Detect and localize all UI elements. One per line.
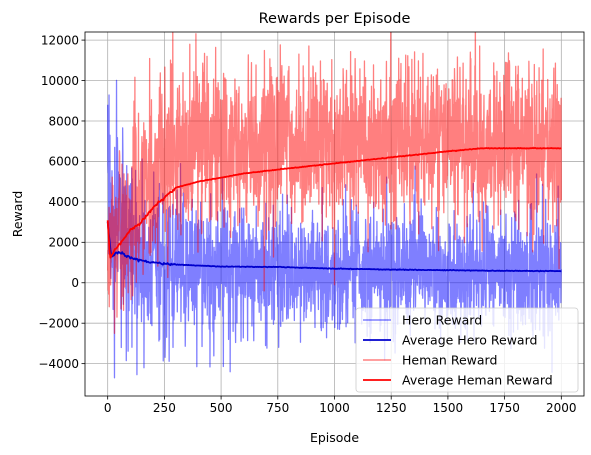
- y-tick-label: −2000: [38, 317, 79, 331]
- legend-box: [355, 307, 579, 393]
- axis-ticks: 0 250 500 750 1000 1250 1500 1750 2000 −4000 −2000…: [38, 33, 576, 415]
- y-tick-label: 12000: [41, 33, 79, 47]
- y-tick-label: −4000: [38, 357, 79, 371]
- y-axis-label: Reward: [10, 191, 25, 238]
- x-tick-label: 1250: [376, 401, 407, 415]
- average-heman-reward-line: [106, 147, 562, 259]
- x-tick-label: 250: [153, 401, 176, 415]
- legend-label-average-heman-reward: Average Heman Reward: [402, 373, 553, 388]
- x-tick-label: 500: [210, 401, 233, 415]
- y-tick-label: 6000: [48, 155, 79, 169]
- y-tick-label: 0: [71, 276, 79, 290]
- x-tick-label: 2000: [546, 401, 577, 415]
- x-tick-label: 1000: [319, 401, 350, 415]
- y-tick-label: 2000: [48, 236, 79, 250]
- x-tick-label: 750: [266, 401, 289, 415]
- x-axis-label: Episode: [310, 430, 359, 445]
- x-tick-label: 0: [104, 401, 112, 415]
- y-tick-label: 8000: [48, 114, 79, 128]
- heman-reward-line: [107, 32, 562, 334]
- legend-label-average-hero-reward: Average Hero Reward: [402, 333, 537, 348]
- legend-label-heman-reward: Heman Reward: [402, 353, 497, 368]
- x-tick-label: 1750: [489, 401, 520, 415]
- y-tick-label: 10000: [41, 74, 79, 88]
- legend: Hero Reward Average Hero Reward Heman Rewa…: [355, 307, 579, 393]
- chart-title: Rewards per Episode: [259, 11, 411, 27]
- legend-label-hero-reward: Hero Reward: [402, 313, 482, 328]
- average-hero-reward-line: [106, 221, 562, 273]
- y-tick-label: 4000: [48, 195, 79, 209]
- x-tick-label: 1500: [433, 401, 464, 415]
